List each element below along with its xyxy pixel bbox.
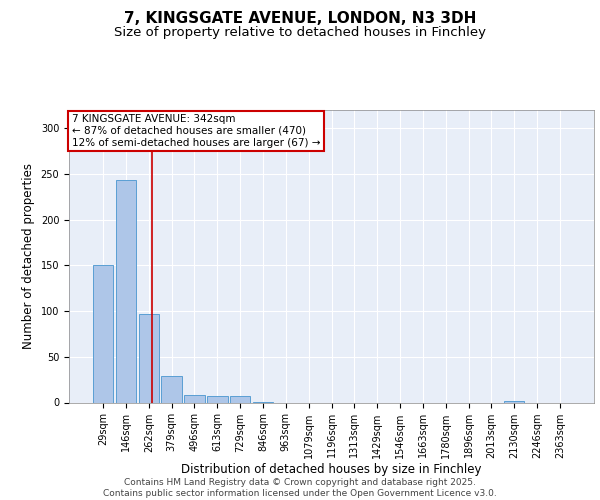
Bar [207, 396, 227, 402]
Text: Size of property relative to detached houses in Finchley: Size of property relative to detached ho… [114, 26, 486, 39]
Bar [116, 180, 136, 402]
Bar [184, 395, 205, 402]
Text: Contains HM Land Registry data © Crown copyright and database right 2025.
Contai: Contains HM Land Registry data © Crown c… [103, 478, 497, 498]
X-axis label: Distribution of detached houses by size in Finchley: Distribution of detached houses by size … [181, 464, 482, 476]
Bar [139, 314, 159, 402]
Bar [93, 266, 113, 402]
Bar [504, 400, 524, 402]
Text: 7 KINGSGATE AVENUE: 342sqm
← 87% of detached houses are smaller (470)
12% of sem: 7 KINGSGATE AVENUE: 342sqm ← 87% of deta… [71, 114, 320, 148]
Y-axis label: Number of detached properties: Number of detached properties [22, 163, 35, 349]
Bar [161, 376, 182, 402]
Bar [230, 396, 250, 402]
Text: 7, KINGSGATE AVENUE, LONDON, N3 3DH: 7, KINGSGATE AVENUE, LONDON, N3 3DH [124, 11, 476, 26]
